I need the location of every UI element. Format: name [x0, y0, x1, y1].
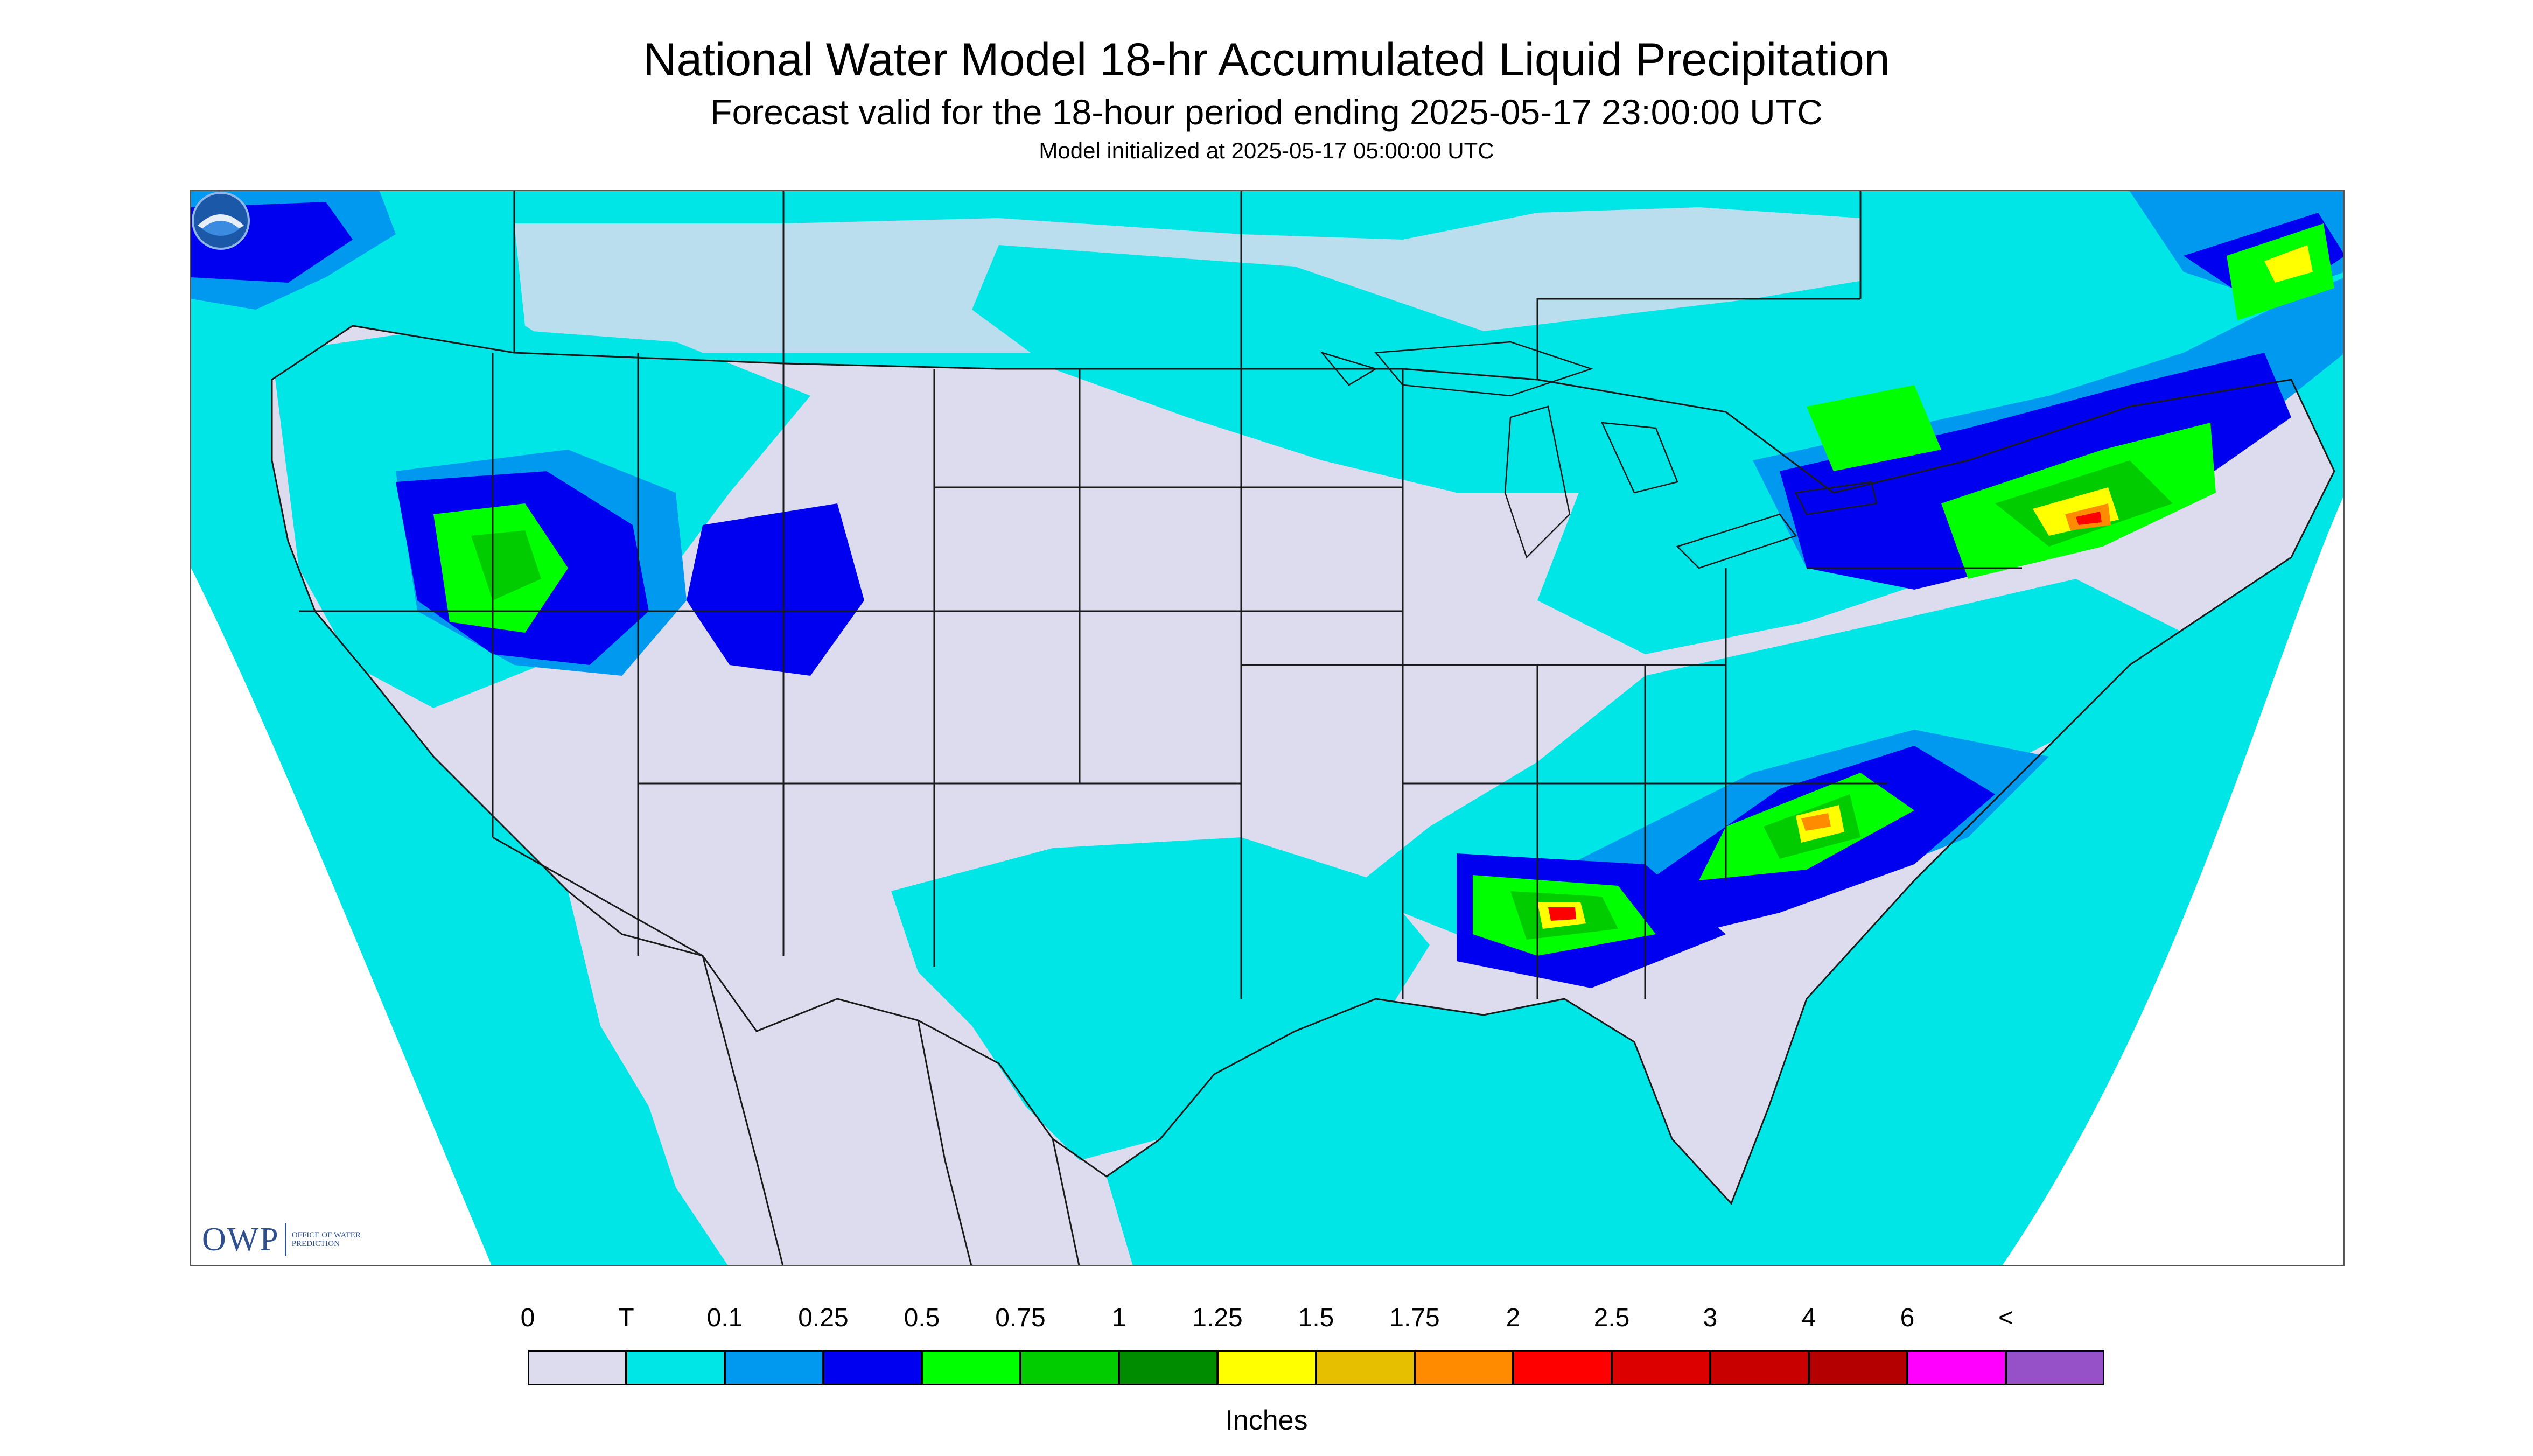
- owp-logo: OWP OFFICE OF WATER PREDICTION: [202, 1221, 362, 1258]
- owp-logo-subtext: OFFICE OF WATER PREDICTION: [291, 1231, 361, 1248]
- legend-label-6: 1: [1111, 1304, 1126, 1332]
- precip-heavy-cores: [1537, 245, 2313, 929]
- noaa-logo: [192, 192, 250, 250]
- legend-swatch-10: [1513, 1350, 1612, 1385]
- map-title: National Water Model 18-hr Accumulated L…: [643, 34, 1890, 86]
- legend-label-3: 0.25: [798, 1304, 849, 1332]
- legend-label-15: <: [1998, 1304, 2014, 1332]
- mexico-land: [568, 891, 1133, 1265]
- legend-label-1: T: [618, 1304, 634, 1332]
- noaa-logo-sea: [202, 221, 240, 236]
- legend-label-12: 3: [1703, 1304, 1718, 1332]
- legend-swatch-8: [1316, 1350, 1415, 1385]
- legend-swatch-9: [1415, 1350, 1513, 1385]
- map-subtitle: Forecast valid for the 18-hour period en…: [710, 92, 1823, 132]
- country-borders: [513, 191, 1862, 1265]
- legend-swatch-4: [922, 1350, 1020, 1385]
- legend-swatch-5: [1020, 1350, 1119, 1385]
- legend-units: Inches: [1225, 1405, 1308, 1436]
- model-init-time: Model initialized at 2025-05-17 05:00:00…: [1039, 138, 1494, 163]
- legend-label-9: 1.75: [1389, 1304, 1440, 1332]
- legend-swatch-0: [528, 1350, 626, 1385]
- legend-label-7: 1.25: [1192, 1304, 1243, 1332]
- legend-swatch-2: [725, 1350, 823, 1385]
- precipitation-map: OWP OFFICE OF WATER PREDICTION: [190, 190, 2345, 1266]
- legend-swatch-6: [1119, 1350, 1217, 1385]
- legend-label-5: 0.75: [995, 1304, 1046, 1332]
- trace-precip-areas: [272, 245, 2184, 1160]
- legend-label-13: 4: [1801, 1304, 1816, 1332]
- legend-label-14: 6: [1900, 1304, 1915, 1332]
- legend-swatch-15: [2006, 1350, 2104, 1385]
- legend-label-4: 0.5: [904, 1304, 940, 1332]
- great-lakes: [1320, 341, 1878, 569]
- legend-swatch-13: [1809, 1350, 1907, 1385]
- legend-swatch-3: [823, 1350, 922, 1385]
- owp-logo-divider: [284, 1223, 286, 1256]
- map-canvas: [191, 191, 2343, 1265]
- legend-label-8: 1.5: [1298, 1304, 1334, 1332]
- legend-label-2: 0.1: [706, 1304, 743, 1332]
- legend-swatch-14: [1907, 1350, 2006, 1385]
- owp-logo-letters: OWP: [202, 1221, 279, 1258]
- legend-label-11: 2.5: [1593, 1304, 1630, 1332]
- legend-label-0: 0: [520, 1304, 535, 1332]
- legend-label-10: 2: [1506, 1304, 1521, 1332]
- state-borders: [271, 325, 2335, 1205]
- legend-swatch-1: [626, 1350, 725, 1385]
- legend-swatch-7: [1217, 1350, 1316, 1385]
- legend-swatch-12: [1710, 1350, 1809, 1385]
- legend-swatch-11: [1612, 1350, 1710, 1385]
